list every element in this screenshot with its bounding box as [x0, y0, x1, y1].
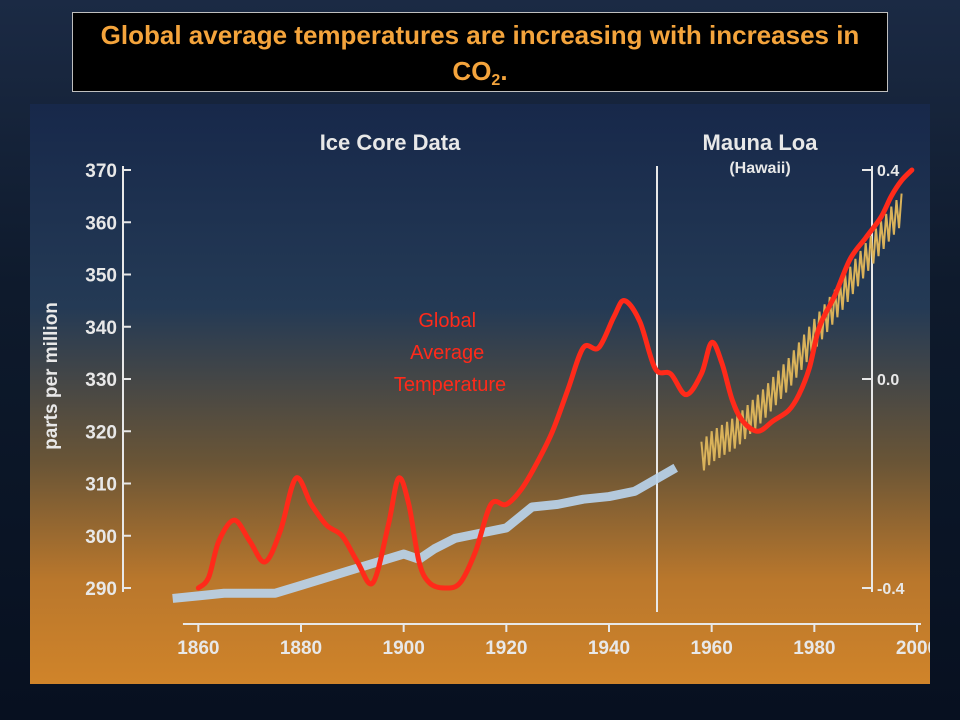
- section-mauna-loa: Mauna Loa: [703, 130, 819, 155]
- section-hawaii: (Hawaii): [729, 160, 790, 177]
- y-tick-label-left: 290: [85, 579, 117, 600]
- slide-title: Global average temperatures are increasi…: [72, 12, 888, 92]
- axes: 290 300 310 320 330 340 350 360 370 -0.4 0.0 0.4 186…: [85, 161, 938, 659]
- title-subscript: 2: [491, 72, 501, 89]
- y-tick-label-left: 370: [85, 161, 117, 182]
- section-ice-core: Ice Core Data: [320, 130, 461, 155]
- x-tick-label: 1880: [280, 638, 322, 659]
- y-tick-label-left: 330: [85, 370, 117, 391]
- temperature-label-line-1: Global: [418, 310, 476, 332]
- co2-temperature-chart: Ice Core Data Mauna Loa (Hawaii) parts p…: [30, 104, 938, 684]
- y-tick-label-right: 0.4: [877, 163, 899, 180]
- temperature-label-line-2: Average: [410, 342, 484, 364]
- x-tick-label: 1960: [691, 638, 733, 659]
- x-tick-label: 1980: [793, 638, 835, 659]
- x-tick-label: 1920: [485, 638, 527, 659]
- y-axis-label: parts per million: [41, 302, 62, 450]
- temperature-label-line-3: Temperature: [394, 374, 506, 396]
- y-tick-label-right: 0.0: [877, 372, 899, 389]
- y-tick-label-left: 360: [85, 213, 117, 234]
- x-tick-label: 1860: [177, 638, 219, 659]
- y-tick-label-left: 310: [85, 475, 117, 496]
- x-tick-label: 1900: [383, 638, 425, 659]
- y-tick-label-left: 300: [85, 527, 117, 548]
- title-end: .: [500, 56, 508, 86]
- x-tick-label: 2000: [896, 638, 930, 659]
- x-tick-label: 1940: [588, 638, 630, 659]
- title-main: Global average temperatures are increasi…: [100, 20, 860, 86]
- chart-frame: Ice Core Data Mauna Loa (Hawaii) parts p…: [30, 104, 938, 684]
- series-temperature-line: [195, 167, 915, 591]
- series-mauna-loa-line: [700, 193, 903, 471]
- y-tick-label-right: -0.4: [877, 581, 905, 598]
- y-tick-label-left: 350: [85, 266, 117, 287]
- y-tick-label-left: 340: [85, 318, 117, 339]
- y-tick-label-left: 320: [85, 422, 117, 443]
- series-layer: [172, 167, 915, 603]
- temperature-label: Global Average Temperature: [394, 310, 506, 396]
